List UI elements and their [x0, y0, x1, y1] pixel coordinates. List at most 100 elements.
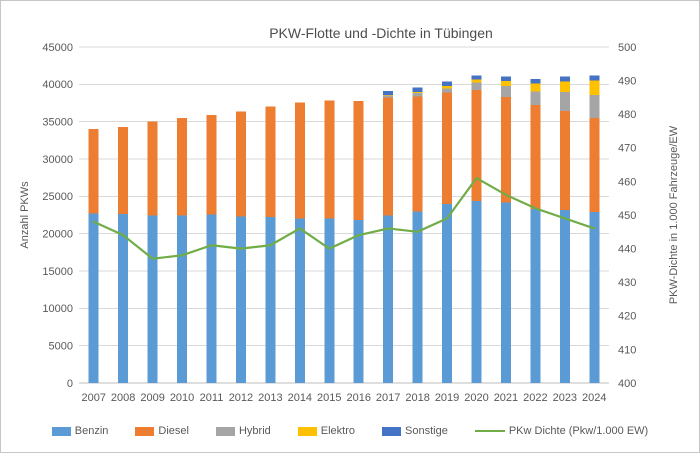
x-axis-year-label: 2018 [405, 392, 429, 404]
bar-segment-benzin-2016 [353, 220, 364, 383]
legend-label: PKw Dichte (Pkw/1.000 EW) [508, 425, 649, 437]
bar-segment-elektro-2021 [500, 80, 511, 87]
bar-segment-benzin-2013 [265, 217, 276, 383]
bar-segment-sonstige-2018 [412, 87, 423, 92]
legend-swatch-diesel [135, 426, 155, 436]
bar-segment-benzin-2020 [471, 200, 482, 383]
bar-segment-benzin-2007 [88, 213, 99, 383]
legend: Benzin Diesel Hybrid Elektro Sonstige PKw Dic… [1, 421, 699, 441]
left-axis-tick-label: 5000 [49, 341, 73, 353]
chart-canvas: PKW-Flotte und -Dichte in Tübingen Anzah… [19, 25, 680, 404]
bar-segment-diesel-2015 [324, 100, 335, 219]
legend-swatch-sonstige [382, 426, 402, 436]
left-axis-tick-label: 45000 [42, 42, 73, 54]
bar-segment-hybrid-2018 [412, 92, 423, 97]
right-axis-tick-label: 460 [618, 176, 636, 188]
right-axis-tick-label: 430 [618, 277, 636, 289]
legend-swatch-hybrid [215, 426, 235, 436]
x-axis-year-label: 2008 [111, 392, 135, 404]
legend-swatch-benzin [51, 426, 71, 436]
bar-segment-sonstige-2023 [559, 76, 570, 82]
bar-segment-diesel-2021 [500, 97, 511, 203]
bar-segment-hybrid-2024 [589, 94, 600, 118]
left-axis-tick-label: 20000 [42, 229, 73, 241]
right-axis-tick-label: 490 [618, 75, 636, 87]
x-axis-year-label: 2013 [258, 392, 282, 404]
legend-item-elektro: Elektro [297, 425, 356, 437]
x-axis-year-label: 2020 [464, 392, 488, 404]
right-axis-title: PKW-Dichte in 1.000 Fahrzeuge/EW [668, 125, 680, 304]
x-axis-year-label: 2024 [582, 392, 606, 404]
bar-segment-sonstige-2021 [500, 76, 511, 81]
bar-segment-diesel-2022 [530, 104, 541, 210]
density-line-path [92, 176, 596, 260]
bar-segment-hybrid-2023 [559, 91, 570, 112]
bar-segment-benzin-2023 [559, 209, 570, 383]
x-axis-year-label: 2019 [435, 392, 459, 404]
x-axis-year-label: 2011 [200, 392, 224, 404]
x-axis-year-label: 2010 [170, 392, 194, 404]
left-axis-tick-labels: 0 5000 10000 15000 20000 25000 30000 35000 40000… [42, 42, 73, 390]
right-axis-tick-label: 420 [618, 311, 636, 323]
gridlines [79, 46, 609, 384]
left-axis-tick-label: 30000 [42, 154, 73, 166]
bar-segment-elektro-2024 [589, 80, 600, 95]
bar-segment-diesel-2023 [559, 111, 570, 210]
bar-segment-sonstige-2019 [442, 81, 453, 86]
bar-segment-benzin-2009 [147, 215, 158, 383]
bar-segment-benzin-2008 [118, 213, 129, 383]
bar-segment-diesel-2018 [412, 96, 423, 212]
bar-segment-benzin-2024 [589, 212, 600, 383]
bar-segment-hybrid-2022 [530, 91, 541, 105]
bar-segment-sonstige-2022 [530, 79, 541, 84]
bar-segment-elektro-2022 [530, 83, 541, 92]
bar-segment-diesel-2016 [353, 100, 364, 221]
x-axis-year-label: 2023 [553, 392, 577, 404]
bar-segment-benzin-2011 [206, 214, 217, 383]
x-axis-year-label: 2012 [229, 392, 253, 404]
bar-segment-diesel-2017 [383, 97, 394, 216]
right-axis-tick-labels: 400 410 420 430 440 450 460 470 480 490 500 [618, 42, 636, 390]
x-axis-year-label: 2014 [288, 392, 312, 404]
bar-segment-diesel-2007 [88, 128, 99, 214]
x-axis-year-label: 2016 [346, 392, 370, 404]
x-axis-year-label: 2017 [376, 392, 400, 404]
legend-label: Sonstige [405, 425, 448, 437]
density-line [92, 176, 596, 260]
x-axis-year-label: 2009 [140, 392, 164, 404]
bar-segment-hybrid-2017 [383, 95, 394, 98]
left-axis-tick-label: 40000 [42, 79, 73, 91]
legend-swatch-elektro [297, 426, 317, 436]
legend-item-benzin: Benzin [51, 425, 108, 437]
bar-segment-elektro-2023 [559, 81, 570, 92]
bar-segment-benzin-2022 [530, 209, 541, 383]
x-axis-year-label: 2021 [494, 392, 518, 404]
left-axis-tick-label: 25000 [42, 191, 73, 203]
x-axis-year-labels: 2007 2008 2009 2010 2011 2012 2013 2014 2015 2016… [81, 392, 606, 404]
bar-segment-benzin-2010 [177, 215, 188, 383]
bar-segment-sonstige-2024 [589, 75, 600, 81]
bar-segment-benzin-2017 [383, 215, 394, 383]
legend-item-diesel: Diesel [135, 425, 189, 437]
bar-segment-diesel-2020 [471, 89, 482, 201]
legend-label: Elektro [320, 425, 356, 437]
right-axis-tick-label: 440 [618, 243, 636, 255]
x-axis-year-label: 2022 [523, 392, 547, 404]
right-axis-tick-label: 410 [618, 344, 636, 356]
bar-segment-diesel-2009 [147, 121, 158, 216]
left-axis-title: Anzahl PKWs [19, 181, 31, 249]
bar-segment-diesel-2012 [235, 111, 246, 217]
bar-segment-elektro-2017 [383, 94, 394, 96]
bar-segment-benzin-2012 [235, 216, 246, 383]
x-axis-year-label: 2007 [81, 392, 105, 404]
left-axis-tick-label: 35000 [42, 117, 73, 129]
bar-segment-sonstige-2017 [383, 91, 394, 95]
legend-item-sonstige: Sonstige [382, 425, 448, 437]
bar-segment-diesel-2014 [294, 102, 305, 219]
bar-segment-elektro-2020 [471, 79, 482, 83]
chart-title: PKW-Flotte und -Dichte in Tübingen [269, 25, 493, 41]
bar-segment-diesel-2008 [118, 126, 129, 214]
bar-segment-benzin-2014 [294, 218, 305, 383]
right-axis-tick-label: 400 [618, 378, 636, 390]
